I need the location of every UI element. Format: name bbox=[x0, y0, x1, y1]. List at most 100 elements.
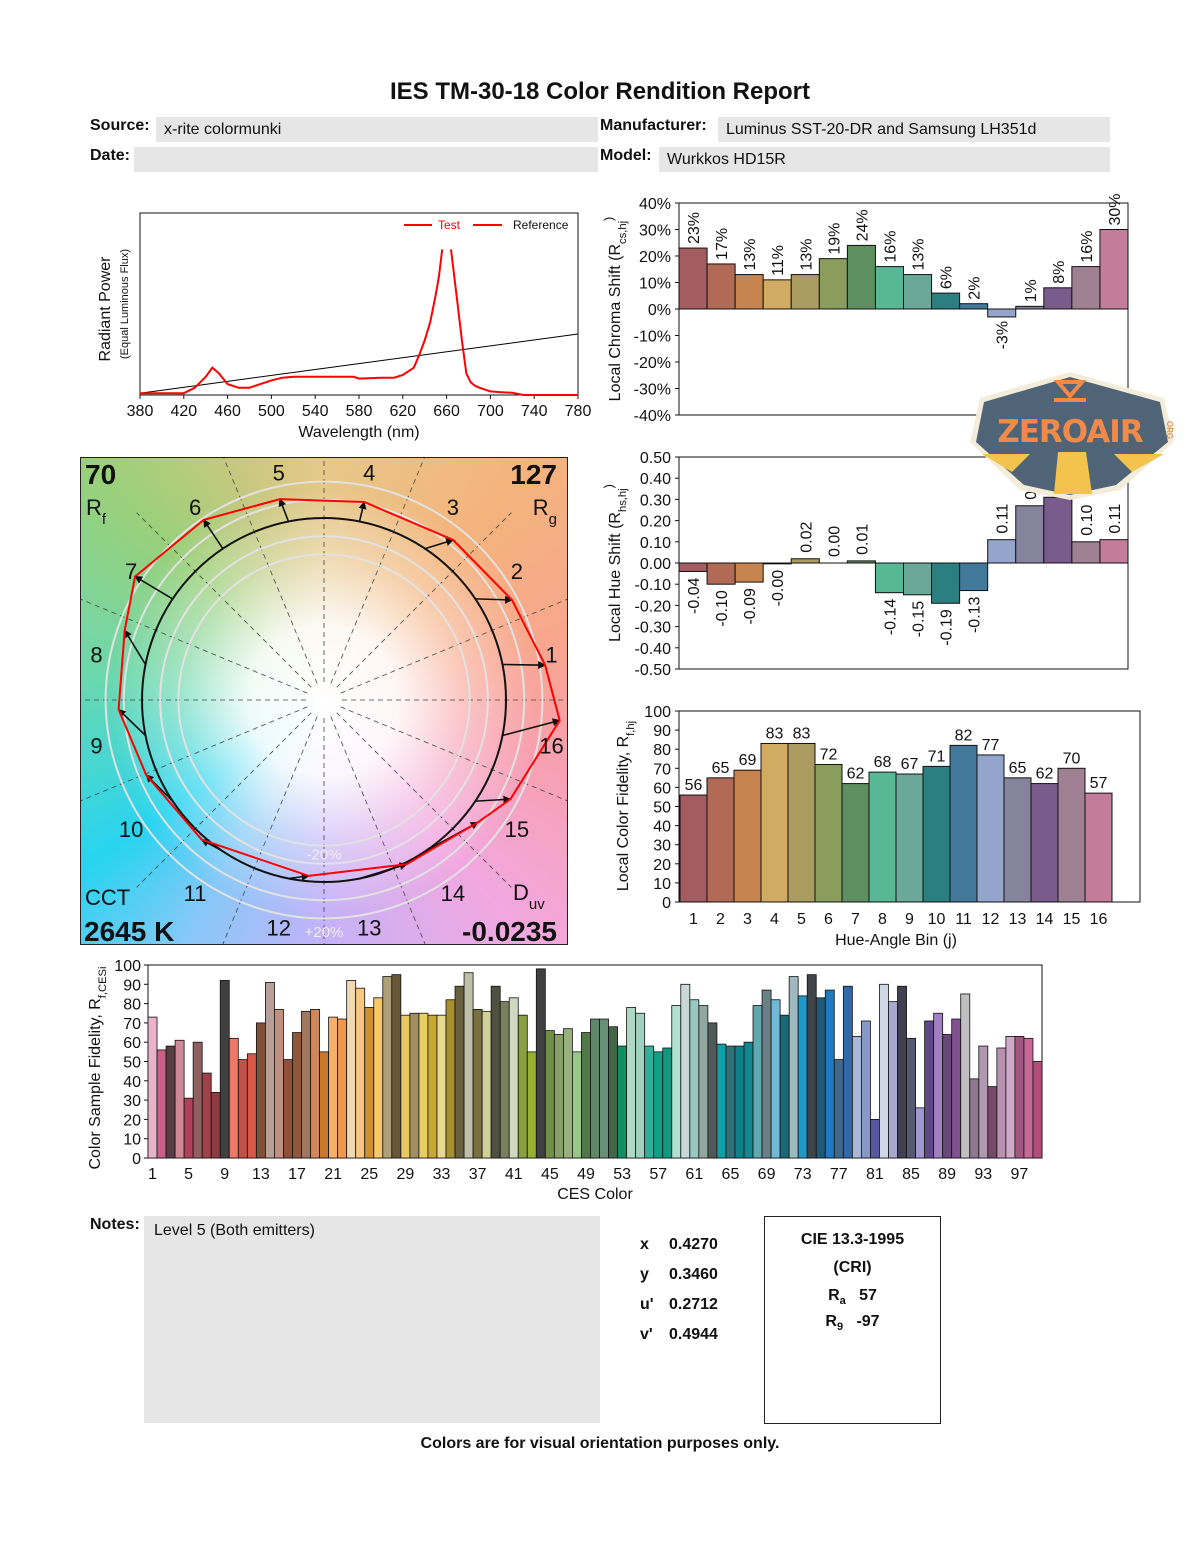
bar-bin-15 bbox=[1057, 767, 1086, 903]
model-label: Model: bbox=[600, 147, 652, 164]
duv-value: -0.0235 bbox=[462, 916, 557, 947]
bin-label-3: 3 bbox=[447, 495, 459, 520]
y-tick-label: -0.50 bbox=[635, 662, 672, 679]
bar-bin-6 bbox=[818, 258, 848, 310]
r9-sub: 9 bbox=[836, 1321, 844, 1334]
bar-bin-1 bbox=[678, 247, 708, 310]
ces-bar-53 bbox=[617, 1045, 628, 1159]
bar-bin-5 bbox=[787, 742, 816, 903]
legend-label-test: Test bbox=[438, 218, 461, 232]
ces-bar-49 bbox=[581, 1032, 591, 1159]
x-tick-label: 6 bbox=[824, 911, 833, 928]
x-tick-label: 89 bbox=[938, 1166, 956, 1183]
y-tick-label: 80 bbox=[123, 997, 141, 1014]
manufacturer-label: Manufacturer: bbox=[600, 117, 707, 134]
ces-bar-80 bbox=[860, 1020, 871, 1159]
y-axis-label-sub: cs,hj bbox=[617, 221, 629, 244]
ces-bar-9 bbox=[219, 980, 230, 1159]
model-field: Wurkkos HD15R bbox=[659, 147, 1110, 172]
ces-bar-89 bbox=[942, 1034, 953, 1159]
logo-suffix: ORG bbox=[1165, 421, 1174, 439]
bin-label-12: 12 bbox=[266, 916, 290, 941]
bar-value-label: 67 bbox=[901, 756, 919, 773]
report-title: IES TM-30-18 Color Rendition Report bbox=[389, 78, 811, 105]
bin-label-4: 4 bbox=[363, 460, 375, 485]
date-label: Date: bbox=[90, 147, 131, 164]
y-tick-label: 20% bbox=[639, 249, 671, 266]
rf-label-sub: f bbox=[102, 511, 107, 528]
ces-bar-87 bbox=[924, 1020, 935, 1159]
chroma-ring bbox=[159, 535, 489, 865]
shift-arrow-bin-1 bbox=[502, 661, 547, 670]
legend-label-reference: Reference bbox=[513, 218, 569, 232]
ces-bar-41 bbox=[508, 997, 519, 1159]
ces-bar-50 bbox=[590, 1018, 600, 1159]
bar-value-label: 11% bbox=[770, 245, 787, 276]
y-axis-label: Local Color Fidelity, Rf,hj bbox=[615, 721, 637, 891]
bar-value-label: 0.11 bbox=[1107, 504, 1124, 534]
ces-fidelity-chart: 0 10 20 30 40 50 60 70 80 90 100 1 5 9 13 17 21 25 29 33 37 4… bbox=[114, 958, 1043, 1203]
rf-label: Rf bbox=[86, 495, 107, 528]
bar-value-label: 65 bbox=[712, 760, 730, 777]
bar-bin-12 bbox=[987, 308, 1017, 318]
ces-bar-76 bbox=[824, 989, 835, 1159]
ces-bar-61 bbox=[689, 999, 700, 1159]
ces-bar-35 bbox=[454, 985, 465, 1159]
shift-arrow-bin-4 bbox=[358, 501, 367, 522]
bar-bin-7 bbox=[841, 783, 870, 903]
x-tick-label: 13 bbox=[252, 1166, 270, 1183]
chromaticity-y-value: 0.3460 bbox=[669, 1266, 718, 1283]
ces-bar-69 bbox=[761, 989, 772, 1159]
bar-value-label: 2% bbox=[967, 277, 984, 300]
source-field: x-rite colormunki bbox=[156, 117, 598, 142]
x-tick-label: 740 bbox=[521, 403, 548, 420]
ces-bar-1 bbox=[147, 1016, 158, 1159]
ces-bar-91 bbox=[960, 993, 971, 1159]
zeroair-logo: ZEROAIR ORG bbox=[970, 372, 1174, 500]
x-tick-label: 29 bbox=[396, 1166, 414, 1183]
bar-value-label: -0.10 bbox=[714, 590, 731, 627]
notes-label: Notes: bbox=[90, 1216, 140, 1233]
bin-label-16: 16 bbox=[539, 733, 563, 758]
ces-bar-7 bbox=[201, 1072, 212, 1159]
bar-value-label: -3% bbox=[995, 321, 1012, 349]
shift-arrow-bin-12 bbox=[288, 872, 310, 881]
y-tick-label: 0.00 bbox=[640, 556, 671, 573]
ra-value: 57 bbox=[859, 1287, 877, 1304]
shift-arrow-bin-16 bbox=[502, 718, 561, 737]
ces-bar-70 bbox=[770, 999, 781, 1159]
ces-bar-21 bbox=[328, 1016, 339, 1159]
bin-label-5: 5 bbox=[273, 460, 285, 485]
chroma-ring bbox=[177, 553, 471, 847]
x-tick-label: 700 bbox=[477, 403, 504, 420]
bar-bin-8 bbox=[868, 771, 897, 903]
rg-value: 127 bbox=[510, 459, 557, 490]
bar-value-label: -0.15 bbox=[911, 601, 928, 638]
ces-bar-94 bbox=[987, 1086, 998, 1159]
shift-arrow-bin-8 bbox=[124, 629, 147, 665]
hue_shift-chart: 0.500.400.300.200.100.00-0.10-0.20-0.30-… bbox=[635, 450, 1129, 679]
ces-bar-2 bbox=[156, 1049, 167, 1159]
ces-bar-39 bbox=[490, 985, 501, 1159]
ces-bar-78 bbox=[842, 985, 853, 1159]
shift-arrow-bin-15 bbox=[475, 795, 512, 804]
ces-bar-4 bbox=[174, 1039, 185, 1159]
shift-arrow-bin-7 bbox=[134, 575, 174, 600]
bin-label-8: 8 bbox=[90, 643, 102, 668]
x-tick-label: 780 bbox=[565, 403, 592, 420]
x-tick-label: 9 bbox=[905, 911, 914, 928]
bar-value-label: 57 bbox=[1090, 775, 1108, 792]
x-tick-label: 14 bbox=[1036, 911, 1054, 928]
ces-bar-74 bbox=[806, 974, 817, 1159]
y-tick-label: 10 bbox=[653, 876, 671, 893]
y-axis-label-text: Local Chroma Shift (R bbox=[607, 244, 624, 401]
rf-value: 70 bbox=[85, 459, 116, 490]
ces-bar-48 bbox=[572, 1051, 582, 1159]
ces-bar-62 bbox=[698, 1005, 709, 1159]
y-tick-label: 0.40 bbox=[640, 471, 671, 488]
ces-bar-31 bbox=[418, 1012, 429, 1159]
ces-bar-20 bbox=[319, 1051, 330, 1159]
y-tick-label: 80 bbox=[653, 742, 671, 759]
ces-bar-65 bbox=[725, 1045, 736, 1159]
